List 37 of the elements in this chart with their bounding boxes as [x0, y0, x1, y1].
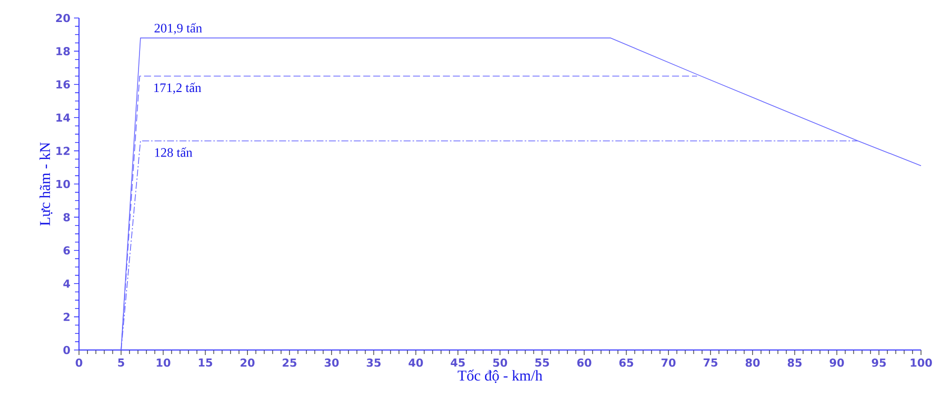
x-tick-label: 15 — [198, 358, 212, 367]
y-tick-label: 14 — [56, 114, 70, 122]
series-label: 201,9 tấn — [154, 23, 202, 34]
y-tick-label: 12 — [56, 146, 70, 155]
y-tick-label: 0 — [63, 346, 70, 354]
x-tick-label: 55 — [535, 358, 549, 367]
x-tick-label: 45 — [450, 358, 465, 367]
y-tick-label: 20 — [56, 14, 70, 22]
y-tick-label: 2 — [64, 312, 70, 321]
y-tick-label: 10 — [56, 180, 70, 188]
x-tick-label: 10 — [156, 358, 170, 367]
x-tick-label: 5 — [118, 358, 124, 367]
x-tick-label: 75 — [704, 358, 718, 367]
y-tick-label: 8 — [64, 213, 70, 222]
x-tick-label: 85 — [788, 358, 802, 367]
series-label: 171,2 tấn — [154, 82, 202, 94]
x-tick-label: 80 — [746, 358, 760, 367]
x-tick-label: 95 — [872, 358, 886, 367]
x-tick-label: 0 — [76, 358, 82, 367]
x-tick-label: 90 — [830, 358, 844, 367]
x-tick-label: 50 — [493, 358, 508, 367]
x-tick-label: 35 — [366, 358, 381, 367]
y-axis-title: Lực hãm - kN — [40, 142, 52, 226]
x-tick-label: 40 — [408, 358, 423, 367]
x-tick-label: 30 — [324, 358, 339, 367]
x-axis-title: Tốc độ - km/h — [458, 370, 542, 383]
y-tick-label: 4 — [63, 280, 70, 288]
y-tick-label: 16 — [56, 80, 70, 89]
x-tick-label: 65 — [619, 358, 634, 367]
x-tick-label: 100 — [910, 358, 932, 367]
x-tick-label: 70 — [662, 358, 676, 367]
series-label: 128 tấn — [155, 147, 192, 157]
x-tick-label: 20 — [240, 358, 255, 367]
y-tick-label: 18 — [56, 47, 70, 56]
y-tick-label: 6 — [64, 246, 70, 255]
x-tick-label: 25 — [282, 358, 296, 367]
x-tick-label: 60 — [577, 358, 592, 367]
